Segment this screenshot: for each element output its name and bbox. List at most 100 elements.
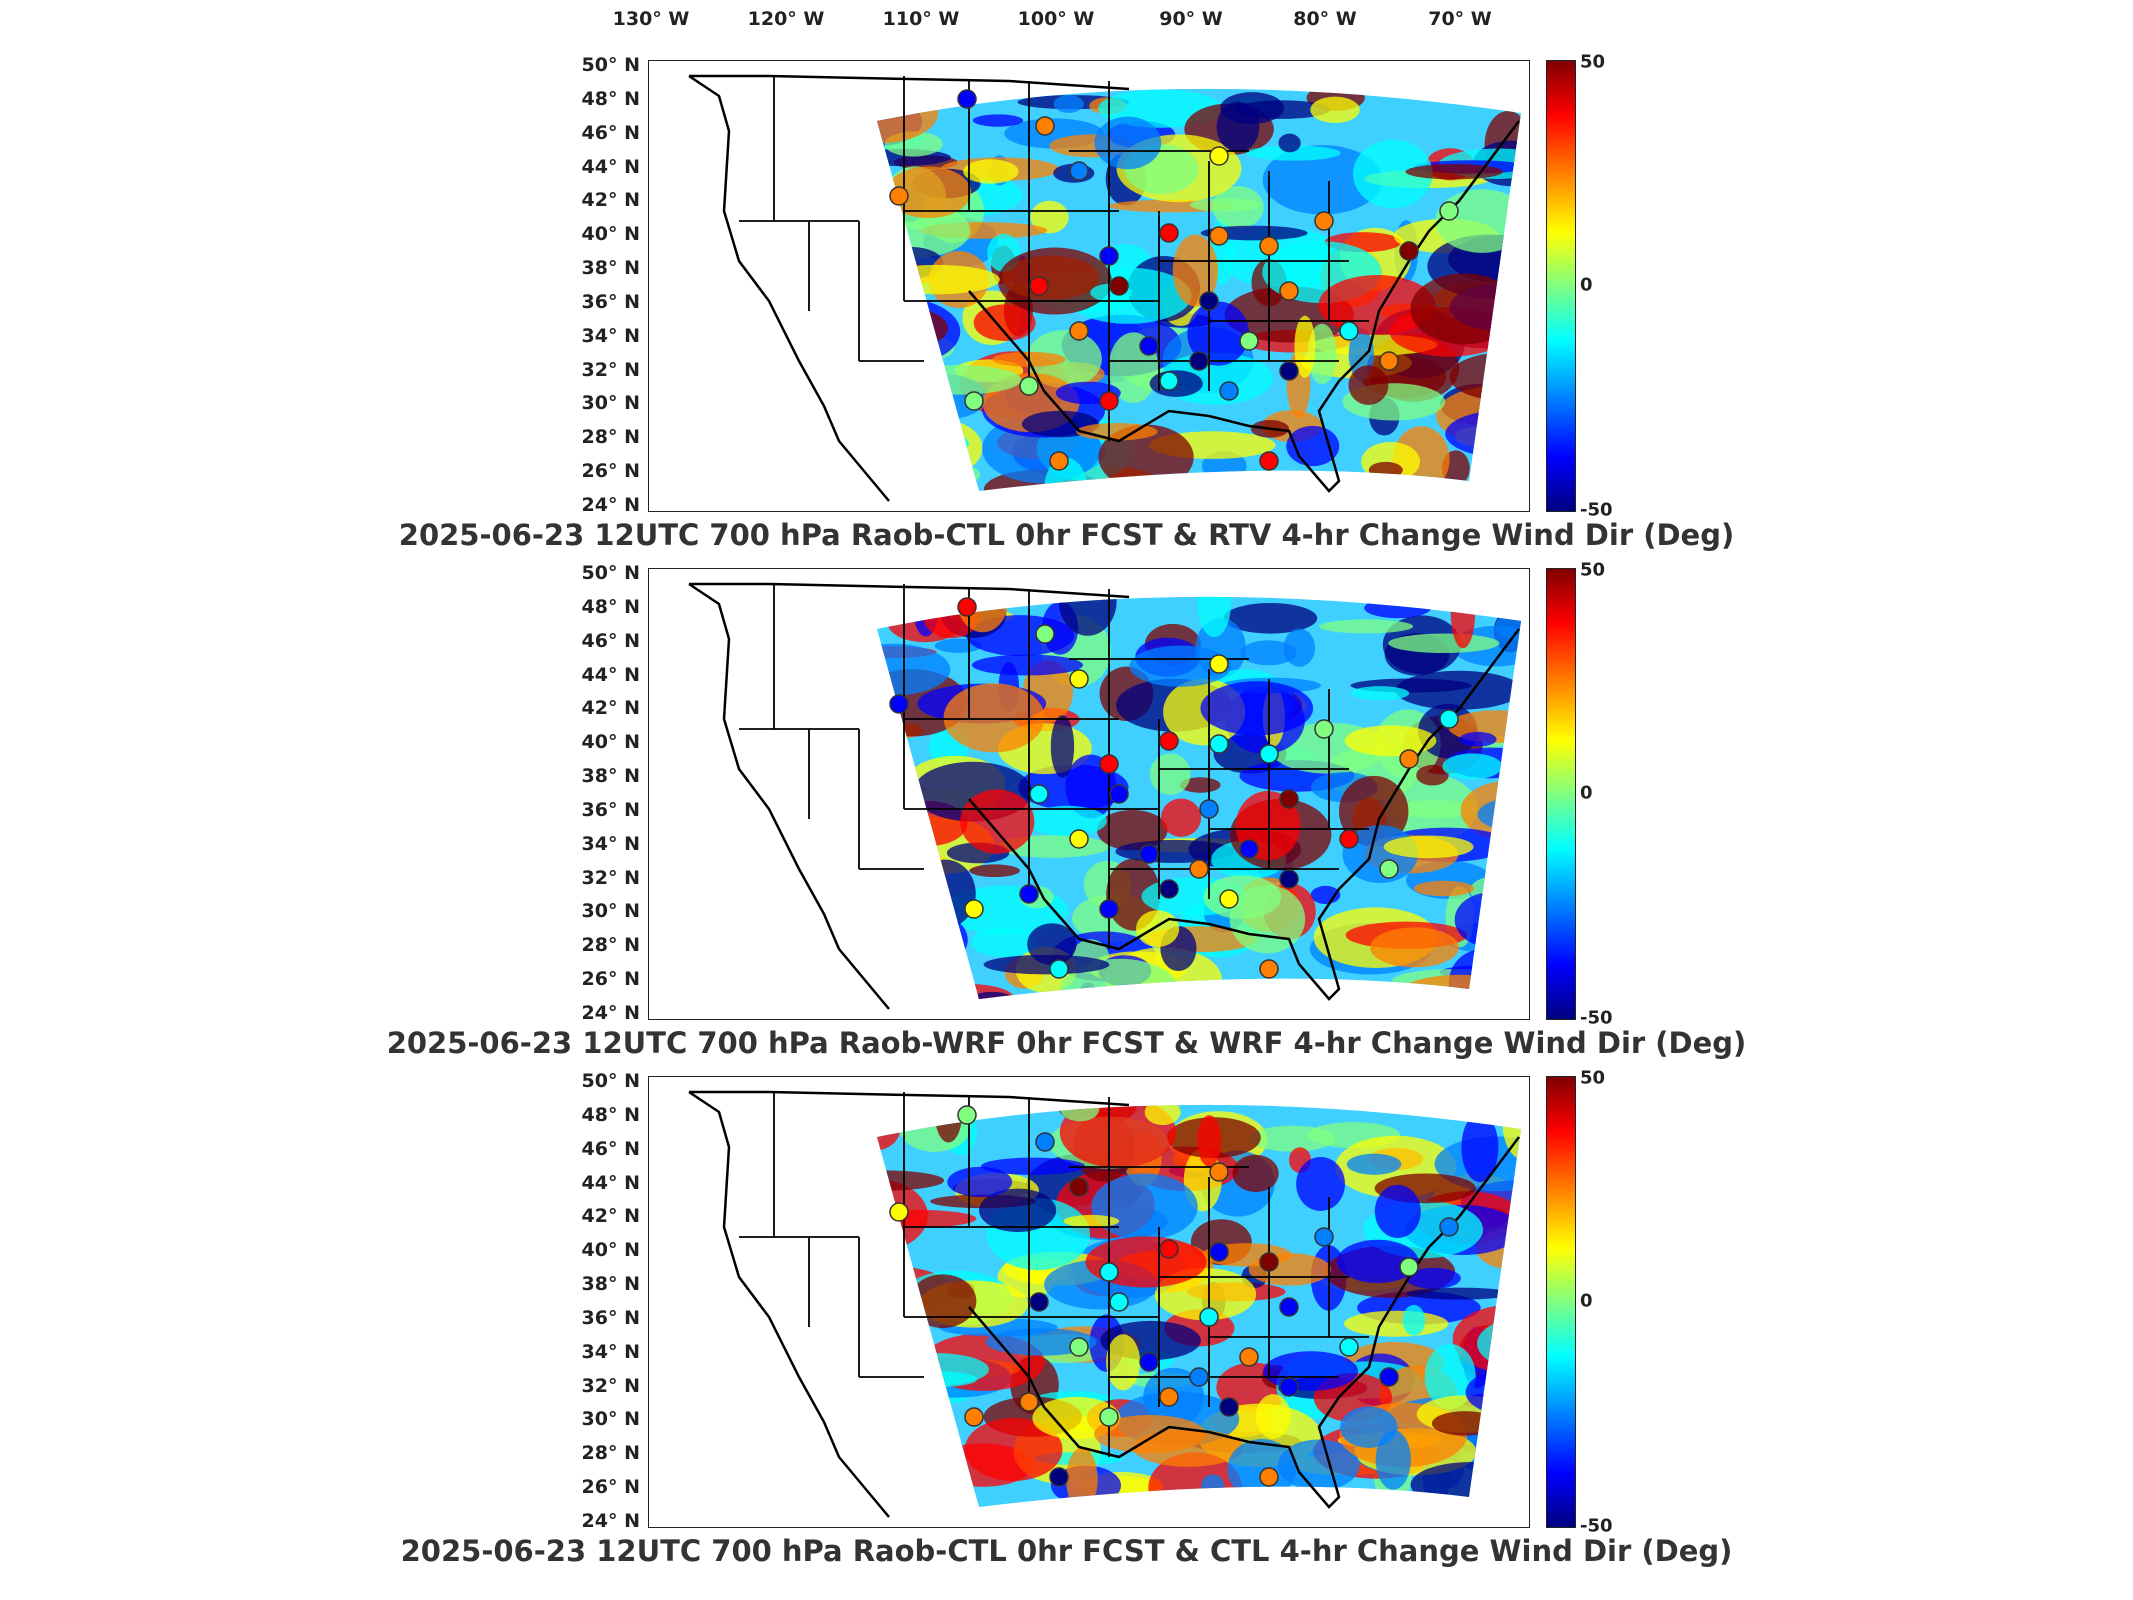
raob-station-marker <box>1029 1292 1049 1312</box>
raob-station-marker <box>1279 361 1299 381</box>
raob-station-marker <box>1314 1227 1334 1247</box>
latitude-label: 34° N <box>581 324 640 347</box>
wind-direction-change-field <box>877 88 1521 491</box>
colorbar-max-label: 50 <box>1580 1067 1606 1089</box>
raob-station-marker <box>1279 1297 1299 1317</box>
latitude-label: 46° N <box>581 629 640 652</box>
raob-station-marker <box>889 694 909 714</box>
raob-station-marker <box>1019 884 1039 904</box>
latitude-label: 30° N <box>581 1408 640 1431</box>
latitude-label: 50° N <box>581 1070 640 1092</box>
colorbar-mid-label: 0 <box>1580 1290 1593 1312</box>
raob-station-marker <box>1035 624 1055 644</box>
raob-station-marker <box>1279 869 1299 889</box>
raob-station-marker <box>1069 321 1089 341</box>
map-plot-3 <box>648 1076 1530 1528</box>
map-plot-2 <box>648 568 1530 1020</box>
wind-direction-change-field <box>877 596 1521 999</box>
raob-station-marker <box>1029 784 1049 804</box>
longitude-label: 110° W <box>882 8 960 30</box>
longitude-label: 130° W <box>612 8 690 30</box>
raob-station-marker <box>957 1105 977 1125</box>
raob-station-marker <box>1314 719 1334 739</box>
longitude-label: 70° W <box>1428 8 1492 30</box>
raob-station-marker <box>957 597 977 617</box>
latitude-label: 28° N <box>581 1442 640 1465</box>
raob-station-marker <box>1139 844 1159 864</box>
raob-station-marker <box>1219 1397 1239 1417</box>
raob-station-marker <box>889 186 909 206</box>
latitude-label: 38° N <box>581 765 640 788</box>
raob-station-marker <box>1379 859 1399 879</box>
raob-station-marker <box>1439 709 1459 729</box>
colorbar-min-label: -50 <box>1580 499 1613 521</box>
raob-station-marker <box>1069 1177 1089 1197</box>
raob-station-marker <box>1069 1337 1089 1357</box>
raob-station-marker <box>1439 1217 1459 1237</box>
colorbar-max-label: 50 <box>1580 51 1606 73</box>
raob-station-marker <box>1099 1262 1119 1282</box>
raob-station-marker <box>1109 1292 1129 1312</box>
raob-station-marker <box>1379 1367 1399 1387</box>
raob-station-marker <box>1199 799 1219 819</box>
raob-station-marker <box>1049 451 1069 471</box>
latitude-label: 50° N <box>581 562 640 584</box>
raob-station-marker <box>1099 246 1119 266</box>
raob-station-marker <box>1339 1337 1359 1357</box>
latitude-label: 26° N <box>581 968 640 991</box>
raob-station-marker <box>1019 376 1039 396</box>
coastline <box>688 1090 1520 1518</box>
latitude-label: 38° N <box>581 257 640 280</box>
raob-station-marker <box>1219 889 1239 909</box>
raob-station-marker <box>1189 1367 1209 1387</box>
latitude-label: 48° N <box>581 595 640 618</box>
raob-station-marker <box>1209 654 1229 674</box>
latitude-label: 34° N <box>581 1340 640 1363</box>
panel-title-1: 2025-06-23 12UTC 700 hPa Raob-CTL 0hr FC… <box>398 518 1735 552</box>
raob-station-marker <box>1099 899 1119 919</box>
raob-station-marker <box>1199 291 1219 311</box>
raob-station-marker <box>1399 241 1419 261</box>
raob-station-marker <box>1239 839 1259 859</box>
raob-station-marker <box>1209 1242 1229 1262</box>
latitude-label: 44° N <box>581 1171 640 1194</box>
raob-station-marker <box>1209 146 1229 166</box>
raob-station-marker <box>964 391 984 411</box>
map-svg <box>688 74 1521 502</box>
raob-station-marker <box>1259 744 1279 764</box>
raob-station-marker <box>1379 351 1399 371</box>
coastline <box>688 582 1520 1010</box>
colorbar-min-label: -50 <box>1580 1007 1613 1029</box>
raob-station-marker <box>1019 1392 1039 1412</box>
colorbar-mid-label: 0 <box>1580 782 1593 804</box>
raob-station-marker <box>1209 1162 1229 1182</box>
colorbar-max-label: 50 <box>1580 559 1606 581</box>
latitude-label: 46° N <box>581 1137 640 1160</box>
panel-title-2: 2025-06-23 12UTC 700 hPa Raob-WRF 0hr FC… <box>386 1026 1747 1060</box>
raob-station-marker <box>889 1202 909 1222</box>
latitude-label: 26° N <box>581 460 640 483</box>
raob-station-marker <box>1279 1377 1299 1397</box>
raob-station-marker <box>1259 236 1279 256</box>
raob-station-marker <box>1159 879 1179 899</box>
map-plot-1 <box>648 60 1530 512</box>
raob-station-marker <box>1439 201 1459 221</box>
raob-station-marker <box>1279 281 1299 301</box>
raob-station-marker <box>1109 784 1129 804</box>
raob-station-marker <box>1399 749 1419 769</box>
raob-station-marker <box>1159 731 1179 751</box>
raob-station-marker <box>1399 1257 1419 1277</box>
raob-station-marker <box>1139 1352 1159 1372</box>
raob-station-marker <box>1209 734 1229 754</box>
latitude-label: 48° N <box>581 87 640 110</box>
latitude-label: 40° N <box>581 223 640 246</box>
raob-station-marker <box>1259 451 1279 471</box>
raob-station-marker <box>1339 321 1359 341</box>
raob-station-marker <box>1189 351 1209 371</box>
latitude-label: 48° N <box>581 1103 640 1126</box>
raob-station-marker <box>1239 331 1259 351</box>
raob-station-marker <box>1049 1467 1069 1487</box>
latitude-label: 24° N <box>581 494 640 516</box>
coastline <box>688 74 1520 502</box>
raob-station-marker <box>1279 789 1299 809</box>
